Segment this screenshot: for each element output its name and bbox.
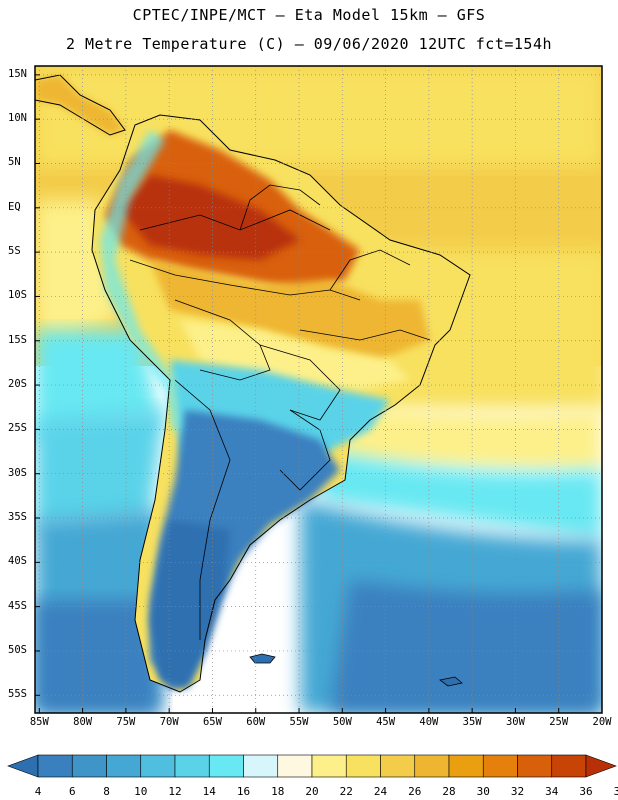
map-title: CPTEC/INPE/MCT – Eta Model 15km – GFS xyxy=(132,6,486,24)
lat-label: 5S xyxy=(8,245,21,258)
colorbar-label: 4 xyxy=(34,785,42,798)
field-atlantic-deep xyxy=(330,580,602,713)
lon-label: 55W xyxy=(289,716,309,728)
land-central-america xyxy=(35,75,125,135)
lon-label: 25W xyxy=(549,716,569,728)
colorbar-label: 30 xyxy=(476,785,490,798)
field-north-light xyxy=(35,66,602,166)
graticule xyxy=(35,66,602,713)
lon-label: 50W xyxy=(332,716,352,728)
colorbar-box xyxy=(482,754,518,778)
lat-label: 35S xyxy=(8,511,27,523)
colorbar-label: 14 xyxy=(202,785,216,798)
colorbar-label: 8 xyxy=(103,785,110,798)
lat-label: 15S xyxy=(8,333,27,346)
land-central-pale xyxy=(180,320,410,390)
lat-label: 45S xyxy=(8,599,27,612)
lat-label: 40S xyxy=(8,555,27,568)
colorbar-box xyxy=(380,754,416,778)
colorbar-box xyxy=(140,754,176,778)
colorbar-box xyxy=(311,754,347,778)
lat-label: 30S xyxy=(8,466,27,479)
lon-label: 60W xyxy=(246,716,266,728)
colorbar-box xyxy=(208,754,244,778)
lon-label: 45W xyxy=(376,716,396,728)
colorbar-arrow-low xyxy=(7,754,39,778)
lon-label: 75W xyxy=(116,716,136,728)
colorbar-box xyxy=(551,754,587,778)
colorbar-box xyxy=(106,754,142,778)
lat-label: 50S xyxy=(8,643,27,656)
land-patagonia xyxy=(150,520,230,688)
field-pacific-cyan xyxy=(35,330,160,440)
colorbar-box xyxy=(277,754,313,778)
island-south-georgia xyxy=(439,676,463,687)
country-borders xyxy=(129,184,431,640)
land-brazil-warm xyxy=(150,260,430,360)
colorbar-label: 26 xyxy=(408,785,422,798)
lat-label: EQ xyxy=(8,200,21,213)
lon-label: 85W xyxy=(29,716,49,728)
map-frame xyxy=(34,65,603,714)
field-pacific-deep xyxy=(35,600,160,713)
lat-label: 20S xyxy=(8,378,27,391)
colorbar-box xyxy=(517,754,553,778)
lat-label: 15N xyxy=(8,67,27,80)
colorbar-label: 22 xyxy=(339,785,353,798)
lat-label: 5N xyxy=(8,156,21,169)
colorbar-box xyxy=(37,754,73,778)
colorbar-label: 6 xyxy=(68,785,76,798)
lon-label: 30W xyxy=(505,716,525,728)
coastline xyxy=(91,114,471,693)
colorbar-label: 10 xyxy=(134,785,148,798)
colorbar-label: 38 xyxy=(613,785,618,798)
colorbar-box xyxy=(414,754,450,778)
map-subtitle: 2 Metre Temperature (C) – 09/06/2020 12U… xyxy=(65,35,553,53)
colorbar-label: 24 xyxy=(373,785,388,798)
lon-label: 70W xyxy=(159,716,179,728)
colorbar-label: 16 xyxy=(236,785,251,798)
lat-label: 10N xyxy=(8,112,27,125)
lat-label: 25S xyxy=(8,422,27,435)
colorbar-label: 34 xyxy=(545,785,559,798)
colorbar-label: 28 xyxy=(442,785,456,798)
colorbar-box xyxy=(71,754,107,778)
island-falklands xyxy=(249,653,276,664)
colorbar-box xyxy=(174,754,210,778)
lon-label: 35W xyxy=(462,716,482,728)
axis-ticks xyxy=(35,74,603,713)
colorbar-label: 20 xyxy=(305,785,319,798)
field-pacific-mid xyxy=(35,410,165,530)
colorbar-box xyxy=(345,754,381,778)
coastline-central-america xyxy=(35,74,126,136)
lon-label: 40W xyxy=(419,716,439,728)
land-andes-strip xyxy=(100,130,180,430)
lat-label: 10S xyxy=(8,289,27,302)
colorbar-label: 12 xyxy=(168,785,182,798)
colorbar-box xyxy=(448,754,484,778)
colorbar-label: 18 xyxy=(271,785,285,798)
land-amazon-core xyxy=(120,175,300,260)
colorbar-label: 36 xyxy=(579,785,593,798)
colorbar xyxy=(7,754,617,778)
colorbar-box xyxy=(243,754,279,778)
lon-label: 80W xyxy=(73,716,93,728)
field-atlantic-pale xyxy=(330,400,602,470)
colorbar-label: 32 xyxy=(510,785,525,798)
lon-label: 65W xyxy=(202,716,222,728)
lat-label: 55S xyxy=(8,688,27,701)
colorbar-arrow-high xyxy=(585,754,617,778)
field-atlantic-cyan xyxy=(320,450,602,540)
lon-label: 20W xyxy=(592,716,612,728)
